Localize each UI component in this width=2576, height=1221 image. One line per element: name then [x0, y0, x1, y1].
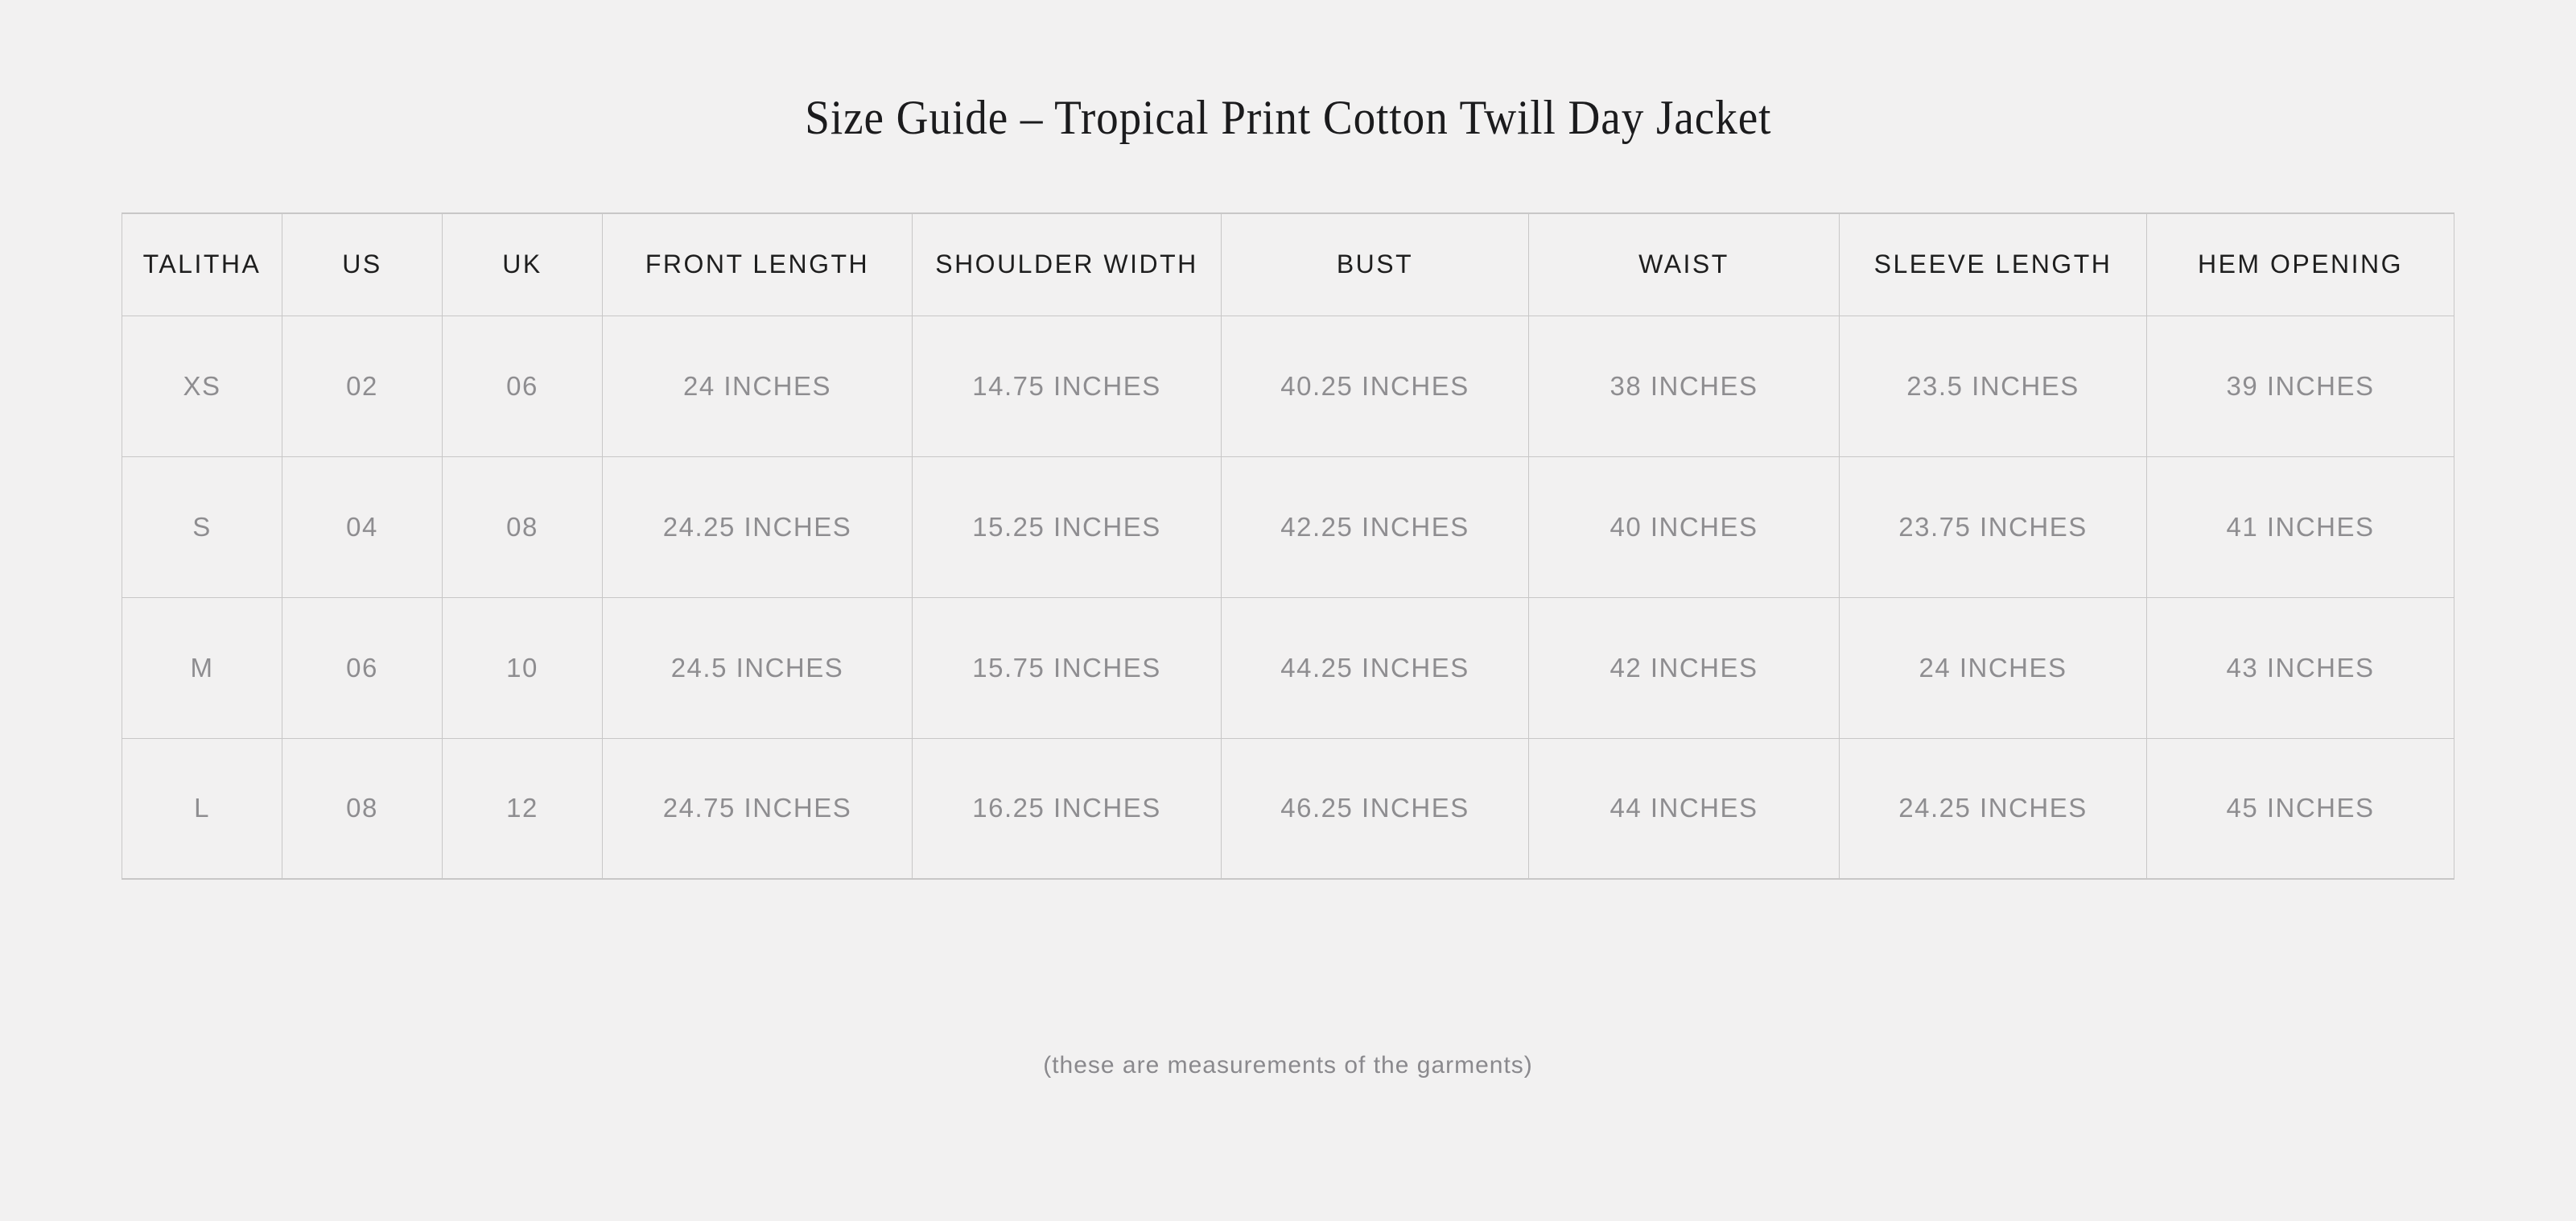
size-label: M [122, 596, 282, 739]
hem-opening-cell: 43 INCHES [2146, 596, 2454, 739]
bust-cell: 40.25 INCHES [1221, 315, 1529, 457]
size-row-xs: XS 02 06 24 INCHES 14.75 INCHES 40.25 IN… [122, 315, 2454, 457]
column-header-front-length: FRONT LENGTH [602, 212, 913, 316]
us-size-cell: 02 [282, 315, 443, 457]
column-header-us: US [282, 212, 443, 316]
size-label: XS [122, 315, 282, 457]
waist-cell: 40 INCHES [1528, 456, 1840, 598]
shoulder-width-cell: 15.25 INCHES [912, 456, 1222, 598]
bust-cell: 46.25 INCHES [1221, 737, 1529, 880]
column-header-waist: WAIST [1528, 212, 1840, 316]
us-size-cell: 04 [282, 456, 443, 598]
column-header-sleeve-length: SLEEVE LENGTH [1839, 212, 2147, 316]
sleeve-length-cell: 24 INCHES [1839, 596, 2147, 739]
uk-size-cell: 06 [442, 315, 603, 457]
garment-measurements-note: (these are measurements of the garments) [1043, 1052, 1533, 1079]
waist-cell: 44 INCHES [1528, 737, 1840, 880]
column-header-uk: UK [442, 212, 603, 316]
sleeve-length-cell: 24.25 INCHES [1839, 737, 2147, 880]
uk-size-cell: 10 [442, 596, 603, 739]
front-length-cell: 24.75 INCHES [602, 737, 913, 880]
us-size-cell: 06 [282, 596, 443, 739]
size-row-s: S 04 08 24.25 INCHES 15.25 INCHES 42.25 … [122, 456, 2454, 598]
header-row: TALITHA US UK FRONT LENGTH SHOULDER WIDT… [122, 212, 2454, 316]
hem-opening-cell: 39 INCHES [2146, 315, 2454, 457]
column-header-bust: BUST [1221, 212, 1529, 316]
size-row-m: M 06 10 24.5 INCHES 15.75 INCHES 44.25 I… [122, 596, 2454, 739]
front-length-cell: 24.5 INCHES [602, 596, 913, 739]
shoulder-width-cell: 14.75 INCHES [912, 315, 1222, 457]
hem-opening-cell: 45 INCHES [2146, 737, 2454, 880]
column-header-hem-opening: HEM OPENING [2146, 212, 2454, 316]
front-length-cell: 24.25 INCHES [602, 456, 913, 598]
uk-size-cell: 12 [442, 737, 603, 880]
size-guide-table: TALITHA US UK FRONT LENGTH SHOULDER WIDT… [122, 212, 2454, 880]
us-size-cell: 08 [282, 737, 443, 880]
page-title-text: Size Guide – Tropical Print Cotton Twill… [804, 91, 1772, 144]
waist-cell: 42 INCHES [1528, 596, 1840, 739]
size-label: L [122, 737, 282, 880]
page-title: Size Guide – Tropical Print Cotton Twill… [0, 93, 2576, 142]
bust-cell: 44.25 INCHES [1221, 596, 1529, 739]
uk-size-cell: 08 [442, 456, 603, 598]
shoulder-width-cell: 16.25 INCHES [912, 737, 1222, 880]
column-header-shoulder-width: SHOULDER WIDTH [912, 212, 1222, 316]
shoulder-width-cell: 15.75 INCHES [912, 596, 1222, 739]
sleeve-length-cell: 23.75 INCHES [1839, 456, 2147, 598]
front-length-cell: 24 INCHES [602, 315, 913, 457]
size-row-l: L 08 12 24.75 INCHES 16.25 INCHES 46.25 … [122, 737, 2454, 880]
hem-opening-cell: 41 INCHES [2146, 456, 2454, 598]
sleeve-length-cell: 23.5 INCHES [1839, 315, 2147, 457]
waist-cell: 38 INCHES [1528, 315, 1840, 457]
bust-cell: 42.25 INCHES [1221, 456, 1529, 598]
size-label: S [122, 456, 282, 598]
column-header-brand: TALITHA [122, 212, 282, 316]
